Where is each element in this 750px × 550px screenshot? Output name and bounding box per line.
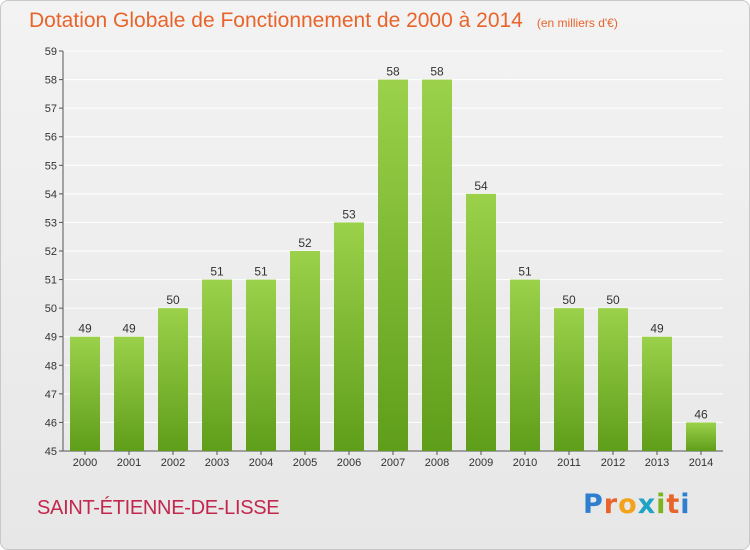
x-tick-label: 2004 <box>249 457 273 469</box>
logo-letter-r: r <box>603 489 619 520</box>
x-tick-label: 2001 <box>117 457 141 469</box>
data-label: 58 <box>430 65 444 79</box>
y-tick-label: 47 <box>45 389 57 401</box>
bar <box>422 79 452 452</box>
bar <box>202 279 232 451</box>
logo-letter-p: P <box>583 489 604 520</box>
y-tick-label: 45 <box>45 446 57 458</box>
data-label: 50 <box>166 293 180 307</box>
bar <box>466 193 496 451</box>
data-label: 54 <box>474 179 488 193</box>
bar <box>70 336 100 451</box>
y-tick-label: 53 <box>45 217 57 229</box>
y-tick-label: 51 <box>45 275 57 287</box>
y-tick-label: 55 <box>45 160 57 172</box>
x-tick-label: 2002 <box>161 457 185 469</box>
bar <box>642 336 672 451</box>
commune-name: SAINT-ÉTIENNE-DE-LISSE <box>37 497 280 519</box>
logo-letter-t: t <box>666 489 681 520</box>
data-label: 50 <box>606 293 620 307</box>
bar <box>378 79 408 452</box>
data-label: 46 <box>694 407 708 421</box>
data-label: 49 <box>78 322 92 336</box>
y-tick-labels: 45 46 47 48 49 50 51 52 53 54 55 56 57 58 59 <box>45 46 57 458</box>
x-tick-label: 2005 <box>293 457 317 469</box>
y-tick-label: 57 <box>45 103 57 115</box>
bar <box>114 336 144 451</box>
data-label: 51 <box>518 265 532 279</box>
x-tick-label: 2014 <box>689 457 713 469</box>
data-label: 51 <box>210 265 224 279</box>
y-tick-label: 58 <box>45 75 57 87</box>
bar <box>334 222 364 451</box>
logo-letter-i: i <box>680 489 691 520</box>
x-tick-label: 2012 <box>601 457 625 469</box>
bar <box>510 279 540 451</box>
bar <box>686 422 716 451</box>
bar <box>598 308 628 451</box>
x-tick-label: 2010 <box>513 457 537 469</box>
x-tick-label: 2006 <box>337 457 361 469</box>
logo-letter-x: x <box>637 489 657 520</box>
x-tick-label: 2003 <box>205 457 229 469</box>
data-label: 53 <box>342 207 356 221</box>
bar <box>554 308 584 451</box>
chart-subtitle: (en milliers d'€) <box>536 16 618 30</box>
bar <box>246 279 276 451</box>
y-tick-label: 59 <box>45 46 57 58</box>
x-tick-label: 2011 <box>557 457 581 469</box>
y-tick-label: 56 <box>45 132 57 144</box>
data-labels: 49 49 50 51 51 52 53 58 58 54 51 50 50 49 46 <box>78 65 708 422</box>
y-tick-label: 52 <box>45 246 57 258</box>
logo-letter-o: o <box>618 489 638 520</box>
chart-title: Dotation Globale de Fonctionnement de 20… <box>29 9 618 33</box>
y-tick-label: 50 <box>45 303 57 315</box>
bar <box>290 251 320 451</box>
data-label: 51 <box>254 265 268 279</box>
y-tick-label: 49 <box>45 332 57 344</box>
data-label: 49 <box>650 322 664 336</box>
chart-title-text: Dotation Globale de Fonctionnement de 20… <box>29 9 523 32</box>
y-tick-label: 48 <box>45 360 57 372</box>
y-tick-label: 46 <box>45 417 57 429</box>
x-tick-label: 2013 <box>645 457 669 469</box>
logo-letter-i: i <box>656 489 667 520</box>
y-tick-label: 54 <box>45 189 57 201</box>
data-label: 58 <box>386 65 400 79</box>
proxiti-logo[interactable]: Proxiti <box>583 489 691 520</box>
x-tick-label: 2000 <box>73 457 97 469</box>
bar <box>158 308 188 451</box>
x-tick-label: 2007 <box>381 457 405 469</box>
data-label: 50 <box>562 293 576 307</box>
data-label: 52 <box>298 236 312 250</box>
x-tick-labels: 2000 2001 2002 2003 2004 2005 2006 2007 2008 2009… <box>73 451 713 469</box>
bars <box>70 79 716 452</box>
x-tick-label: 2008 <box>425 457 449 469</box>
data-label: 49 <box>122 322 136 336</box>
x-tick-label: 2009 <box>469 457 493 469</box>
